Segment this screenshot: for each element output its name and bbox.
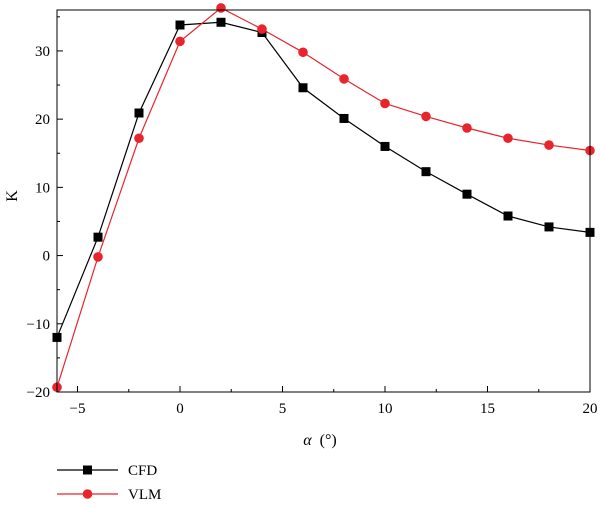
vlm-point bbox=[134, 133, 144, 144]
x-tick-label: 10 bbox=[378, 401, 393, 417]
legend-item-vlm: VLM bbox=[57, 487, 161, 503]
vlm-point bbox=[380, 98, 390, 109]
x-axis-symbol: α bbox=[303, 432, 312, 449]
axes: −5 0 5 10 15 20 −20 −10 0 10 20 30 bbox=[27, 9, 598, 417]
cfd-point bbox=[421, 167, 431, 177]
y-tick-label: 30 bbox=[35, 44, 50, 60]
y-tick-label: 0 bbox=[43, 249, 51, 265]
cfd-point bbox=[544, 222, 554, 232]
legend-marker-vlm bbox=[82, 489, 93, 499]
x-tick-label: −5 bbox=[70, 401, 86, 417]
cfd-point bbox=[339, 113, 349, 123]
x-tick-label: 20 bbox=[583, 401, 598, 417]
vlm-point bbox=[503, 133, 513, 144]
cfd-point bbox=[175, 20, 185, 30]
cfd-point bbox=[298, 83, 308, 93]
vlm-point bbox=[298, 47, 308, 58]
x-tick-label: 15 bbox=[480, 401, 495, 417]
series-markers bbox=[52, 3, 595, 393]
y-tick-label: −10 bbox=[27, 317, 50, 333]
x-tick-label: 5 bbox=[279, 401, 287, 417]
y-axis-label: K bbox=[4, 190, 21, 202]
vlm-series-line bbox=[57, 10, 590, 388]
cfd-point bbox=[216, 17, 226, 27]
vlm-point bbox=[216, 3, 226, 13]
vlm-point bbox=[257, 24, 267, 34]
legend-label-vlm: VLM bbox=[128, 487, 161, 503]
x-tick-label: 0 bbox=[176, 401, 184, 417]
cfd-point bbox=[503, 211, 513, 221]
y-tick-label: 10 bbox=[35, 180, 50, 196]
legend-marker-cfd bbox=[83, 465, 92, 475]
x-axis-unit: (°) bbox=[320, 432, 337, 449]
vlm-point bbox=[93, 252, 103, 262]
plot-area bbox=[52, 3, 595, 393]
plot-frame bbox=[56, 9, 591, 393]
cfd-series-line bbox=[57, 21, 590, 338]
vlm-point bbox=[421, 111, 431, 122]
cfd-point bbox=[93, 232, 103, 242]
y-tick-label: −20 bbox=[27, 385, 50, 401]
vlm-point bbox=[462, 123, 472, 133]
vlm-point bbox=[175, 36, 185, 47]
legend-label-cfd: CFD bbox=[128, 463, 157, 479]
cfd-point bbox=[380, 141, 390, 151]
vlm-point bbox=[544, 140, 554, 150]
legend-item-cfd: CFD bbox=[57, 463, 157, 479]
y-tick-label: 20 bbox=[35, 112, 50, 128]
vlm-point bbox=[339, 74, 349, 84]
legend: CFD VLM bbox=[57, 463, 161, 503]
cfd-point bbox=[134, 108, 144, 118]
series-lines bbox=[57, 10, 590, 388]
cfd-point bbox=[462, 189, 472, 199]
x-axis-label: α (°) bbox=[303, 432, 336, 449]
